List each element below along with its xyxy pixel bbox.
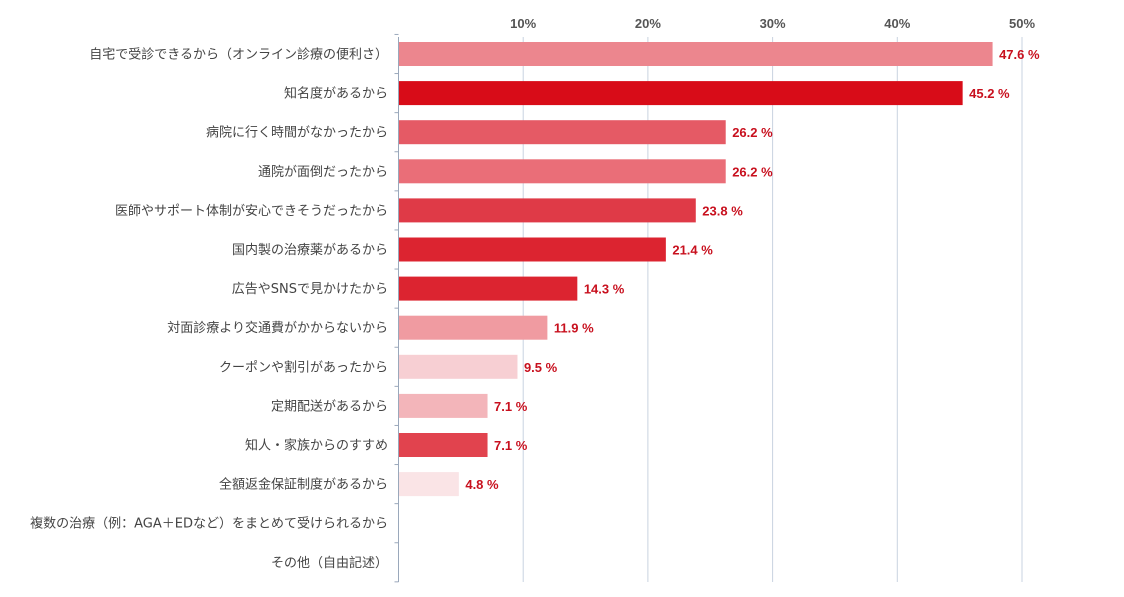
category-label: 国内製の治療薬があるから: [232, 242, 388, 258]
data-label: 7.1 %: [494, 399, 528, 414]
data-label: 9.5 %: [524, 360, 558, 375]
bar: [399, 42, 993, 66]
x-tick-label: 30%: [760, 16, 786, 31]
x-tick-label: 10%: [510, 16, 536, 31]
x-tick-label: 50%: [1009, 16, 1035, 31]
bar: [399, 354, 518, 379]
y-axis: [394, 33, 399, 583]
category-label: 病院に行く時間がなかったから: [206, 126, 388, 141]
category-label: 全額返金保証制度があるから: [219, 477, 388, 493]
data-label: 4.8 %: [465, 477, 499, 492]
category-label: 知名度があるから: [284, 86, 388, 102]
value-labels: 47.6 % 45.2 % 26.2 % 26.2 % 23.8 % 21.4 % 14.3…: [465, 47, 1040, 492]
category-label: 知人・家族からのすすめ: [245, 438, 388, 454]
x-axis-ticks: 10% 20% 30% 40% 50%: [510, 16, 1035, 31]
data-label: 45.2 %: [969, 86, 1010, 101]
data-label: 26.2 %: [732, 164, 773, 179]
category-label: 通院が面倒だったから: [258, 165, 388, 180]
category-label: 複数の治療（例：AGA＋EDなど）をまとめて受けられるから: [30, 516, 388, 532]
bar: [399, 120, 726, 145]
data-label: 47.6 %: [999, 47, 1040, 62]
bar: [399, 198, 696, 223]
data-label: 14.3 %: [584, 282, 625, 297]
category-labels: 自宅で受診できるから（オンライン診療の便利さ） 知名度があるから病院に行く時間がな…: [30, 47, 388, 571]
category-label: 定期配送があるから: [271, 399, 388, 414]
category-label: その他（自由記述）: [271, 555, 388, 571]
category-label: 対面診療より交通費がかからないから: [167, 320, 388, 336]
bar: [399, 159, 726, 184]
category-label: 広告やSNSで見かけたから: [232, 282, 388, 297]
bar: [399, 237, 666, 262]
bars: [399, 42, 993, 497]
bar: [399, 81, 963, 106]
data-label: 21.4 %: [672, 243, 713, 258]
category-label: 医師やサポート体制が安心できそうだったから: [115, 204, 388, 219]
bar: [399, 315, 548, 340]
grid-lines: [522, 37, 1023, 582]
category-label: クーポンや割引があったから: [219, 359, 388, 375]
data-label: 11.9 %: [554, 321, 594, 336]
data-label: 7.1 %: [494, 438, 528, 453]
bar: [399, 276, 578, 301]
data-label: 26.2 %: [732, 125, 773, 140]
bar: [399, 393, 488, 418]
bar: [399, 472, 459, 497]
data-label: 23.8 %: [702, 203, 743, 218]
x-tick-label: 40%: [884, 16, 910, 31]
x-tick-label: 20%: [635, 16, 661, 31]
bar: [399, 433, 488, 457]
category-label: 自宅で受診できるから（オンライン診療の便利さ）: [89, 47, 388, 63]
